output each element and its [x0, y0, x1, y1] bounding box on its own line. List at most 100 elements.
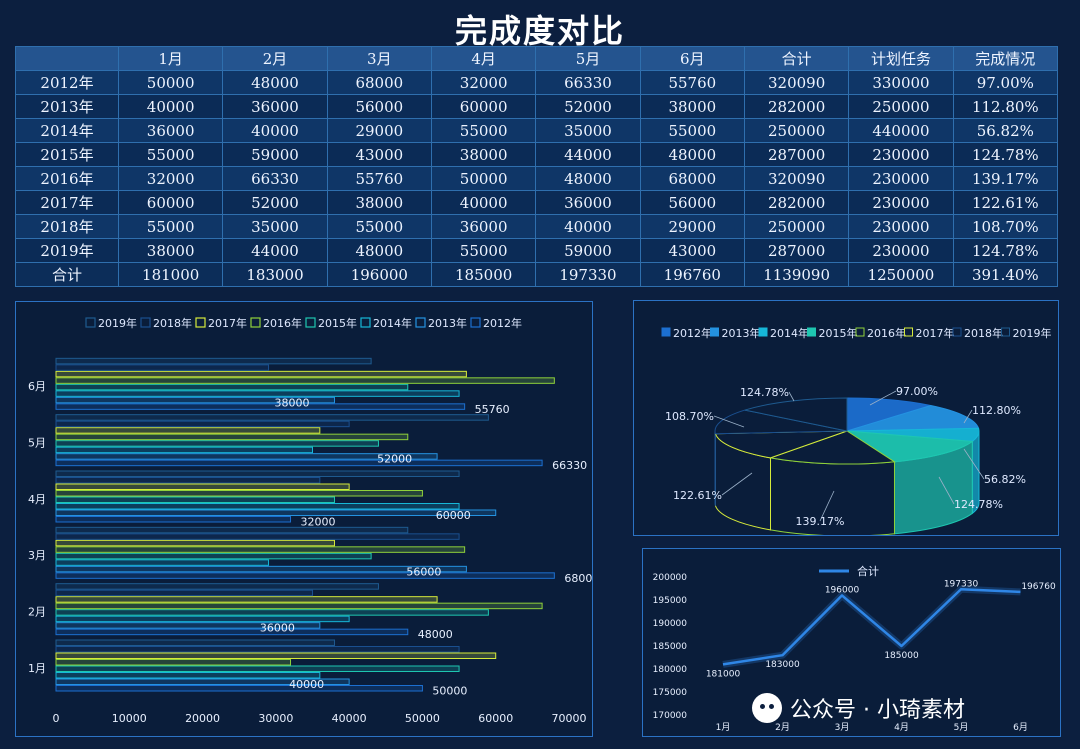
bar — [55, 615, 350, 623]
table-cell: 250000 — [743, 214, 850, 239]
y-tick-label: 170000 — [653, 711, 688, 721]
table-row: 2018年 55000 35000 55000 36000 40000 29000 25000… — [15, 214, 1059, 239]
row-label-cell: 2019年 — [15, 238, 119, 263]
table-cell: 48000 — [222, 70, 328, 95]
pie-slice — [846, 404, 980, 432]
table-cell: 59000 — [535, 238, 641, 263]
data-label: 38000 — [274, 396, 309, 409]
data-label: 36000 — [260, 622, 295, 635]
pie-chart: 2012年 2013年 2014年 2015年 2016年 2017年 2018年 2019年… — [661, 326, 1052, 535]
legend-entry: 2017年 — [916, 326, 955, 340]
legend-entry: 2012年 — [673, 326, 712, 340]
bar — [55, 403, 466, 410]
bar — [55, 420, 350, 428]
bar — [55, 516, 292, 523]
table-cell: 32000 — [117, 166, 224, 191]
bar — [55, 427, 321, 434]
table-cell: 124.78% — [952, 142, 1059, 167]
pie-value-label: 122.61% — [673, 489, 722, 502]
table-cell: 32000 — [430, 70, 537, 95]
x-tick-label: 0 — [53, 712, 60, 725]
legend-swatch — [195, 317, 206, 328]
table-cell: 230000 — [848, 166, 954, 191]
table-cell: 40000 — [117, 94, 224, 119]
table-cell: 124.78% — [952, 238, 1059, 263]
y-tick-label: 190000 — [653, 619, 688, 629]
y-tick-label: 5月 — [28, 437, 46, 450]
table-row: 2015年 55000 59000 43000 38000 44000 48000 28700… — [15, 142, 1059, 167]
legend-entry: 合计 — [857, 564, 879, 578]
y-tick-label: 3月 — [28, 549, 46, 562]
legend-entry: 2016年 — [867, 326, 906, 340]
table-cell: 43000 — [639, 238, 745, 263]
table-cell: 48000 — [326, 238, 432, 263]
table-cell: 282000 — [743, 190, 850, 215]
table-row: 2019年 38000 44000 48000 55000 59000 43000 28700… — [15, 238, 1059, 263]
data-label: 56000 — [406, 565, 441, 578]
bar — [55, 583, 379, 590]
table-cell: 35000 — [535, 118, 641, 143]
row-label-cell: 2015年 — [15, 142, 119, 167]
table-header-row: 1月 2月 3月 4月 5月 6月 合计 计划任务 完成情况 — [15, 46, 1059, 71]
bar — [55, 602, 543, 610]
table-cell: 287000 — [743, 142, 850, 167]
y-tick-label: 6月 — [28, 380, 46, 393]
table-cell: 112.80% — [952, 94, 1059, 119]
leader-line — [819, 490, 835, 522]
bar — [55, 433, 409, 441]
table-cell: 55000 — [326, 214, 432, 239]
table-cell: 320090 — [743, 70, 850, 95]
table-cell: 97.00% — [952, 70, 1059, 95]
legend-entry: 2019年 — [98, 316, 137, 330]
table-cell: 40000 — [430, 190, 537, 215]
bar — [55, 390, 460, 397]
table-cell: 38000 — [117, 238, 224, 263]
line-chart: 合计 170000 175000 180000 185000 190000 195000 20… — [653, 564, 1056, 733]
table-cell: 38000 — [326, 190, 432, 215]
table-cell: 68000 — [639, 166, 745, 191]
table-cell: 38000 — [430, 142, 537, 167]
watermark: 公众号 · 小琦素材 — [752, 690, 965, 726]
pie-slice — [744, 397, 848, 432]
table-cell: 44000 — [535, 142, 641, 167]
legend-entry: 2014年 — [770, 326, 809, 340]
data-label: 185000 — [884, 651, 919, 661]
pie-value-label: 124.78% — [954, 498, 1003, 511]
data-label: 50000 — [432, 685, 467, 698]
table-cell: 55000 — [639, 118, 745, 143]
bar — [55, 414, 489, 421]
total-cell: 1250000 — [848, 262, 954, 287]
table-cell: 44000 — [222, 238, 328, 263]
y-tick-label: 175000 — [653, 688, 688, 698]
table-cell: 40000 — [535, 214, 641, 239]
y-tick-label: 4月 — [28, 493, 46, 506]
pie-value-label: 97.00% — [896, 385, 938, 398]
y-tick-label: 2月 — [28, 606, 46, 619]
bar — [55, 672, 321, 679]
x-tick-label: 1月 — [716, 722, 731, 733]
legend-entry: 2013年 — [428, 316, 467, 330]
table-row: 2016年 32000 66330 55760 50000 48000 68000 32009… — [15, 166, 1059, 191]
total-cell: 181000 — [117, 262, 224, 287]
bar — [55, 546, 466, 553]
pie-value-label: 108.70% — [665, 410, 714, 423]
leader-line — [869, 390, 897, 406]
bar — [55, 477, 321, 484]
table-cell: 56000 — [326, 94, 432, 119]
bar — [55, 509, 497, 516]
data-label: 52000 — [377, 453, 412, 466]
bar — [55, 539, 335, 547]
table-row: 2012年 50000 48000 68000 32000 66330 55760 32009… — [15, 70, 1059, 95]
total-cell: 391.40% — [952, 262, 1059, 287]
page-title: 完成度对比 — [454, 12, 625, 50]
table-cell: 108.70% — [952, 214, 1059, 239]
bar — [55, 559, 270, 566]
legend-swatch — [661, 327, 671, 337]
total-cell: 197330 — [535, 262, 641, 287]
leader-line — [721, 472, 753, 496]
table-header-cell: 1月 — [117, 46, 224, 71]
legend-swatch — [415, 317, 426, 328]
legend-swatch — [952, 327, 962, 337]
legend-entry: 2018年 — [153, 316, 192, 330]
row-label-cell: 2018年 — [15, 214, 119, 239]
